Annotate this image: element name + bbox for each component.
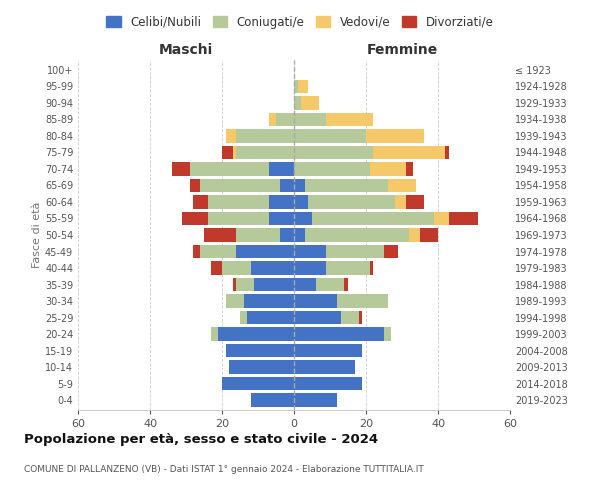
Bar xyxy=(233,278,236,291)
Bar xyxy=(269,212,294,226)
Bar xyxy=(247,311,294,324)
Bar xyxy=(222,146,233,159)
Bar xyxy=(193,195,208,209)
Bar xyxy=(326,244,384,258)
Bar xyxy=(395,195,406,209)
Bar xyxy=(326,112,373,126)
Bar xyxy=(294,360,355,374)
Bar xyxy=(229,360,294,374)
Text: Maschi: Maschi xyxy=(159,42,213,56)
Bar xyxy=(236,129,294,142)
Bar xyxy=(294,344,362,358)
Bar xyxy=(373,146,445,159)
Bar xyxy=(344,278,348,291)
Bar xyxy=(316,278,344,291)
Bar xyxy=(226,129,236,142)
Bar xyxy=(294,311,341,324)
Bar xyxy=(211,328,218,341)
Bar xyxy=(366,129,424,142)
Bar xyxy=(222,377,294,390)
Bar xyxy=(294,328,384,341)
Bar xyxy=(251,394,294,407)
Bar xyxy=(294,377,362,390)
Bar xyxy=(280,228,294,242)
Bar xyxy=(269,195,294,209)
Bar xyxy=(294,112,326,126)
Bar xyxy=(226,344,294,358)
Bar xyxy=(276,112,294,126)
Bar xyxy=(269,112,276,126)
Bar xyxy=(406,195,424,209)
Bar xyxy=(236,228,280,242)
Bar xyxy=(294,195,308,209)
Bar xyxy=(200,244,236,258)
Bar xyxy=(294,394,337,407)
Bar xyxy=(269,162,294,175)
Bar xyxy=(211,261,222,275)
Bar xyxy=(294,294,337,308)
Bar xyxy=(359,311,362,324)
Bar xyxy=(204,228,236,242)
Bar xyxy=(326,261,370,275)
Bar xyxy=(251,261,294,275)
Bar xyxy=(208,212,269,226)
Bar xyxy=(370,162,406,175)
Bar xyxy=(254,278,294,291)
Bar xyxy=(294,96,301,110)
Bar xyxy=(449,212,478,226)
Bar xyxy=(294,212,312,226)
Bar xyxy=(244,294,294,308)
Bar xyxy=(305,228,409,242)
Bar xyxy=(233,146,236,159)
Bar xyxy=(406,162,413,175)
Bar xyxy=(337,294,388,308)
Bar xyxy=(182,212,208,226)
Text: COMUNE DI PALLANZENO (VB) - Dati ISTAT 1° gennaio 2024 - Elaborazione TUTTITALIA: COMUNE DI PALLANZENO (VB) - Dati ISTAT 1… xyxy=(24,466,424,474)
Bar xyxy=(445,146,449,159)
Bar xyxy=(341,311,359,324)
Bar xyxy=(294,278,316,291)
Bar xyxy=(218,328,294,341)
Bar xyxy=(420,228,438,242)
Bar xyxy=(172,162,190,175)
Bar xyxy=(388,178,416,192)
Text: Popolazione per età, sesso e stato civile - 2024: Popolazione per età, sesso e stato civil… xyxy=(24,432,378,446)
Bar xyxy=(200,178,280,192)
Bar xyxy=(294,228,305,242)
Bar xyxy=(294,178,305,192)
Bar xyxy=(240,311,247,324)
Bar xyxy=(294,146,373,159)
Bar xyxy=(222,261,251,275)
Y-axis label: Fasce di età: Fasce di età xyxy=(32,202,42,268)
Bar xyxy=(384,244,398,258)
Bar xyxy=(301,96,319,110)
Bar xyxy=(409,228,420,242)
Bar xyxy=(190,178,200,192)
Bar xyxy=(208,195,269,209)
Bar xyxy=(190,162,269,175)
Bar xyxy=(294,80,298,93)
Bar xyxy=(226,294,244,308)
Bar xyxy=(236,244,294,258)
Text: Femmine: Femmine xyxy=(367,42,437,56)
Bar xyxy=(370,261,373,275)
Bar xyxy=(384,328,391,341)
Bar xyxy=(193,244,200,258)
Bar xyxy=(294,162,370,175)
Bar xyxy=(294,244,326,258)
Bar xyxy=(294,261,326,275)
Bar xyxy=(305,178,388,192)
Bar xyxy=(236,278,254,291)
Bar xyxy=(280,178,294,192)
Bar xyxy=(298,80,308,93)
Bar xyxy=(236,146,294,159)
Legend: Celibi/Nubili, Coniugati/e, Vedovi/e, Divorziati/e: Celibi/Nubili, Coniugati/e, Vedovi/e, Di… xyxy=(101,11,499,34)
Bar xyxy=(294,129,366,142)
Bar xyxy=(308,195,395,209)
Bar xyxy=(434,212,449,226)
Bar xyxy=(312,212,434,226)
